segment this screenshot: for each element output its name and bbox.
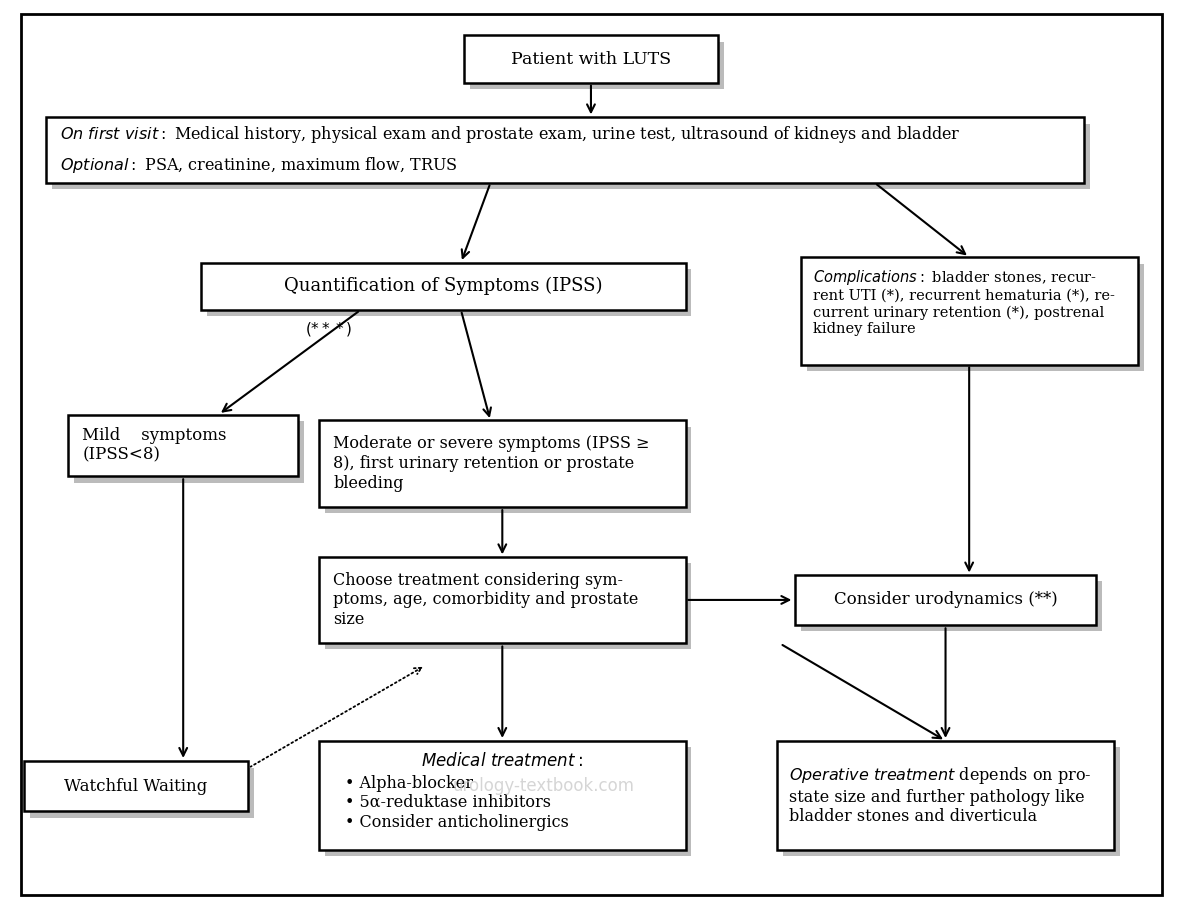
FancyBboxPatch shape [200, 263, 685, 310]
FancyBboxPatch shape [319, 556, 685, 644]
FancyBboxPatch shape [800, 582, 1102, 631]
FancyBboxPatch shape [806, 264, 1144, 371]
FancyBboxPatch shape [325, 747, 691, 856]
FancyBboxPatch shape [784, 747, 1120, 856]
FancyBboxPatch shape [46, 117, 1084, 183]
Text: Quantification of Symptoms (IPSS): Quantification of Symptoms (IPSS) [284, 277, 602, 295]
FancyBboxPatch shape [52, 124, 1090, 189]
FancyBboxPatch shape [74, 421, 305, 483]
Text: $\mathit{Complications:}$ bladder stones, recur-
rent UTI (*), recurrent hematur: $\mathit{Complications:}$ bladder stones… [812, 268, 1115, 335]
Text: Watchful Waiting: Watchful Waiting [65, 778, 208, 794]
FancyBboxPatch shape [24, 762, 248, 811]
Text: urology-textbook.com: urology-textbook.com [452, 777, 635, 795]
Text: $\mathit{Optional:}$ PSA, creatinine, maximum flow, TRUS: $\mathit{Optional:}$ PSA, creatinine, ma… [60, 155, 458, 175]
FancyBboxPatch shape [319, 420, 685, 507]
Text: Patient with LUTS: Patient with LUTS [511, 51, 671, 67]
FancyBboxPatch shape [464, 35, 718, 83]
FancyBboxPatch shape [206, 269, 691, 316]
FancyBboxPatch shape [325, 427, 691, 513]
Text: Mild    symptoms
(IPSS<8): Mild symptoms (IPSS<8) [82, 427, 227, 464]
Text: $\mathit{On\ first\ visit:}$ Medical history, physical exam and prostate exam, u: $\mathit{On\ first\ visit:}$ Medical his… [60, 124, 961, 145]
FancyBboxPatch shape [30, 767, 254, 818]
FancyBboxPatch shape [794, 575, 1097, 625]
FancyBboxPatch shape [325, 563, 691, 649]
Text: Consider urodynamics (**): Consider urodynamics (**) [834, 592, 1057, 608]
Text: $\mathit{Operative\ treatment}$ depends on pro-
state size and further pathology: $\mathit{Operative\ treatment}$ depends … [788, 765, 1091, 825]
FancyBboxPatch shape [778, 741, 1114, 850]
Text: Choose treatment considering sym-
ptoms, age, comorbidity and prostate
size: Choose treatment considering sym- ptoms,… [334, 572, 638, 628]
Text: $\mathit{Medical\ treatment:}$: $\mathit{Medical\ treatment:}$ [421, 752, 583, 770]
FancyBboxPatch shape [319, 741, 685, 850]
Text: • Alpha-blocker
• 5α-reduktase inhibitors
• Consider anticholinergics: • Alpha-blocker • 5α-reduktase inhibitor… [346, 774, 569, 831]
FancyBboxPatch shape [800, 257, 1138, 365]
Text: $(***) $: $(***) $ [305, 320, 353, 338]
FancyBboxPatch shape [470, 42, 724, 89]
FancyBboxPatch shape [68, 415, 299, 476]
Text: Moderate or severe symptoms (IPSS ≥
8), first urinary retention or prostate
blee: Moderate or severe symptoms (IPSS ≥ 8), … [334, 435, 649, 492]
